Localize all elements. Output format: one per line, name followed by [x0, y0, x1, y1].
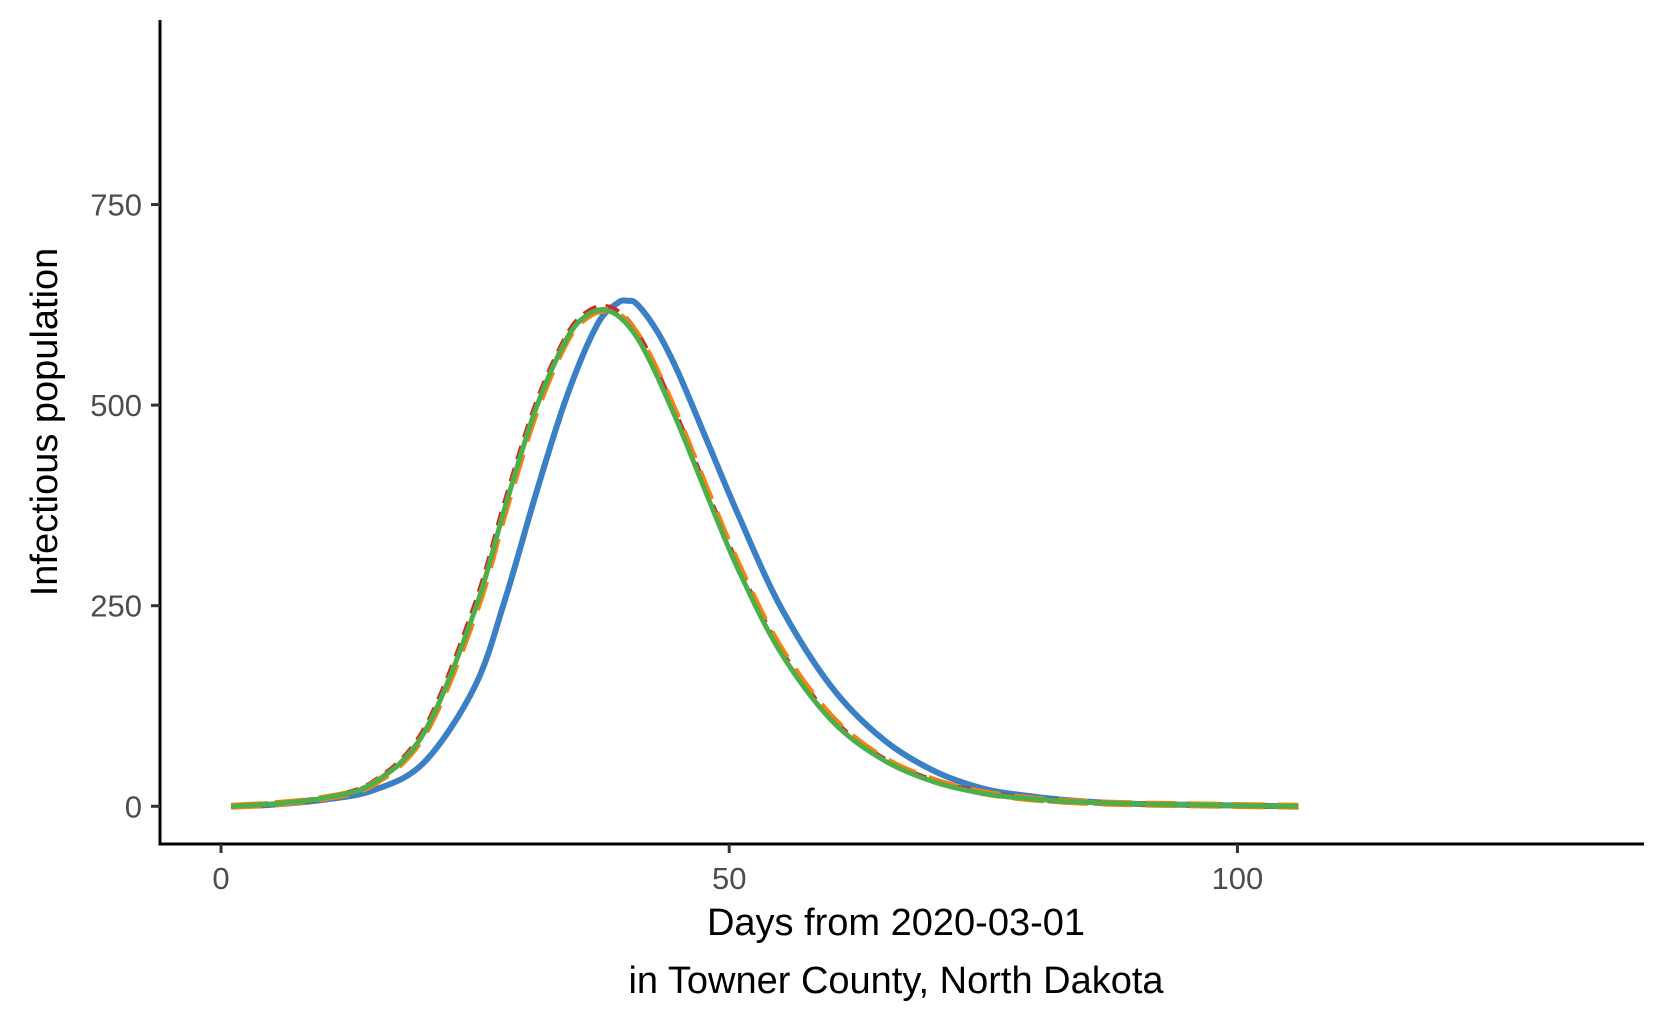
y-tick-label: 250 [90, 589, 142, 624]
y-axis-title: Infectious population [24, 248, 66, 597]
y-axis-ticks: 0 250 500 750 [90, 188, 160, 824]
series-line-1 [231, 297, 1299, 810]
x-tick-label: 50 [712, 861, 746, 896]
x-axis-title-line1: Days from 2020-03-01 [707, 902, 1085, 944]
y-tick-label: 750 [90, 188, 142, 223]
series-line-3 [230, 306, 1299, 810]
series-layer [230, 297, 1299, 810]
x-axis-title-line2: in Towner County, North Dakota [628, 960, 1164, 1002]
series-line-4 [231, 307, 1299, 809]
series-line-2 [231, 303, 1299, 810]
y-tick-label: 0 [125, 789, 142, 824]
x-tick-label: 100 [1212, 861, 1264, 896]
x-axis-ticks: 0 50 100 [212, 844, 1263, 896]
x-tick-label: 0 [212, 861, 229, 896]
y-tick-label: 500 [90, 388, 142, 423]
